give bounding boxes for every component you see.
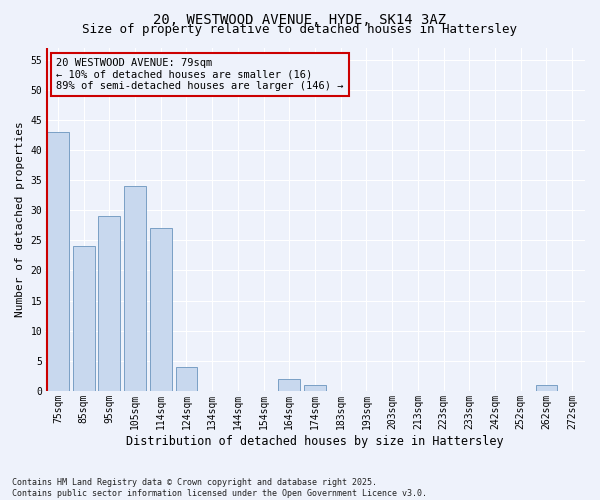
Text: 20 WESTWOOD AVENUE: 79sqm
← 10% of detached houses are smaller (16)
89% of semi-: 20 WESTWOOD AVENUE: 79sqm ← 10% of detac… (56, 58, 343, 91)
X-axis label: Distribution of detached houses by size in Hattersley: Distribution of detached houses by size … (126, 434, 504, 448)
Y-axis label: Number of detached properties: Number of detached properties (15, 122, 25, 317)
Bar (176, 367, 197, 391)
Text: Size of property relative to detached houses in Hattersley: Size of property relative to detached ho… (83, 22, 517, 36)
Bar (150, 228, 172, 391)
Bar (98, 216, 120, 391)
Bar (278, 379, 300, 391)
Bar (536, 385, 557, 391)
Bar (304, 385, 326, 391)
Bar (47, 132, 69, 391)
Text: 20, WESTWOOD AVENUE, HYDE, SK14 3AZ: 20, WESTWOOD AVENUE, HYDE, SK14 3AZ (154, 12, 446, 26)
Bar (124, 186, 146, 391)
Bar (73, 246, 95, 391)
Text: Contains HM Land Registry data © Crown copyright and database right 2025.
Contai: Contains HM Land Registry data © Crown c… (12, 478, 427, 498)
